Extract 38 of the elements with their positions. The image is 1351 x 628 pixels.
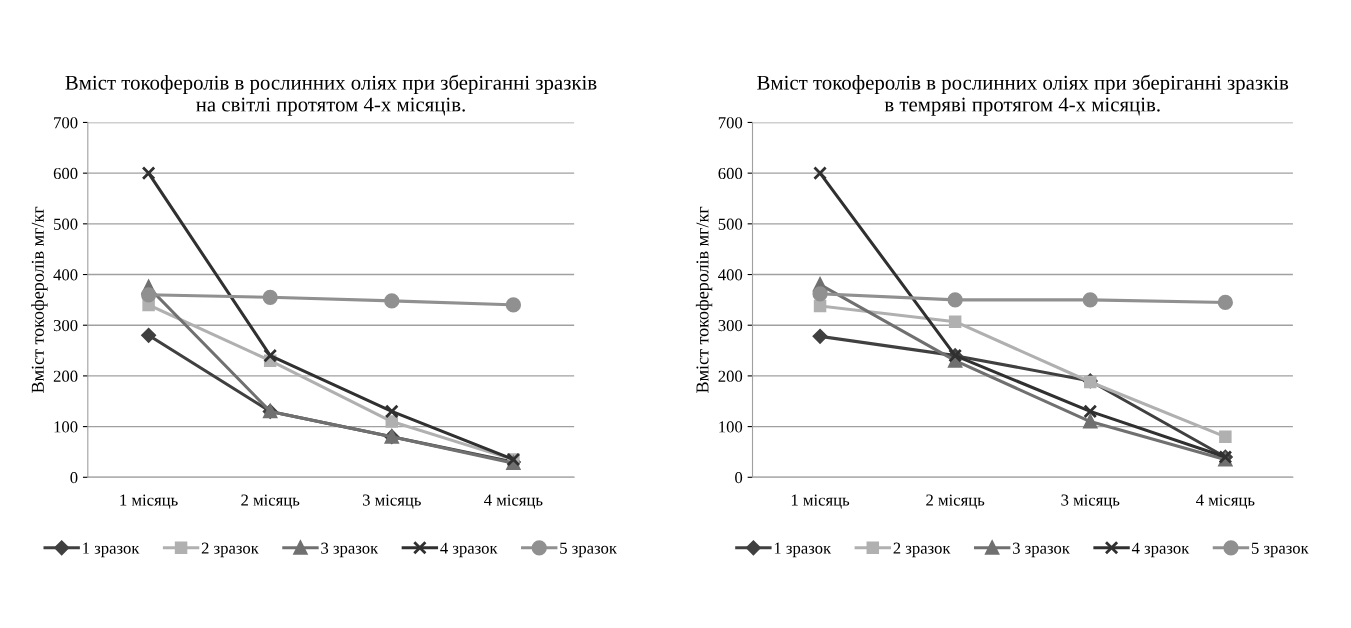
legend-label: 1 зразок [774, 542, 832, 558]
x-tick-label: 3 місяць [1061, 494, 1120, 509]
x-tick-label: 4 місяць [484, 494, 543, 509]
x-tick-label: 4 місяць [1196, 494, 1255, 509]
y-tick-label: 400 [53, 269, 78, 281]
y-tick-label: 0 [70, 471, 78, 484]
y-tick-label: 200 [718, 370, 743, 382]
y-tick-label: 200 [53, 370, 78, 382]
x-tick-label: 3 місяць [362, 494, 421, 509]
y-tick-label: 500 [718, 218, 743, 230]
y-tick-label: 500 [54, 218, 78, 230]
legend-label: 4 зразок [440, 542, 498, 558]
x-tick-label: 1 місяць [791, 494, 850, 509]
y-tick-label: 700 [718, 117, 743, 129]
y-tick-label: 100 [54, 421, 78, 433]
legend-label: 5 зразок [560, 542, 617, 558]
legend-label: 1 зразок [83, 542, 140, 558]
y-tick-label: 600 [53, 167, 78, 180]
y-tick-label: 600 [718, 167, 743, 180]
x-tick-label: 2 місяць [926, 494, 985, 509]
x-tick-label: 1 місяць [120, 494, 178, 509]
chart-title: Вміст токоферолів в рослинних оліях при зберіганні зразків в темряві протягом 4-х місяців. [757, 74, 1289, 116]
legend-label: 3 зразок [321, 542, 379, 558]
legend-label: 4 зразок [1131, 542, 1190, 558]
legend-label: 2 зразок [893, 542, 951, 558]
legend-label: 2 зразок [201, 542, 259, 558]
y-axis-title: Вміст токоферолів мг/кг [695, 206, 713, 393]
y-axis-title: Вміст токоферолів мг/кг [31, 206, 48, 393]
legend-label: 5 зразок [1251, 542, 1309, 558]
y-tick-label: 400 [718, 269, 743, 281]
x-tick-label: 2 місяць [241, 494, 300, 509]
y-tick-label: 300 [53, 319, 78, 332]
y-tick-label: 700 [54, 117, 78, 129]
y-tick-label: 300 [718, 319, 743, 332]
legend-label: 3 зразок [1012, 542, 1070, 558]
y-tick-label: 100 [719, 421, 743, 433]
y-tick-label: 0 [735, 471, 743, 484]
chart-title: Вміст токоферолів в рослинних оліях при зберіганні зразків на світлі протятом 4-х місяців. [65, 74, 597, 116]
